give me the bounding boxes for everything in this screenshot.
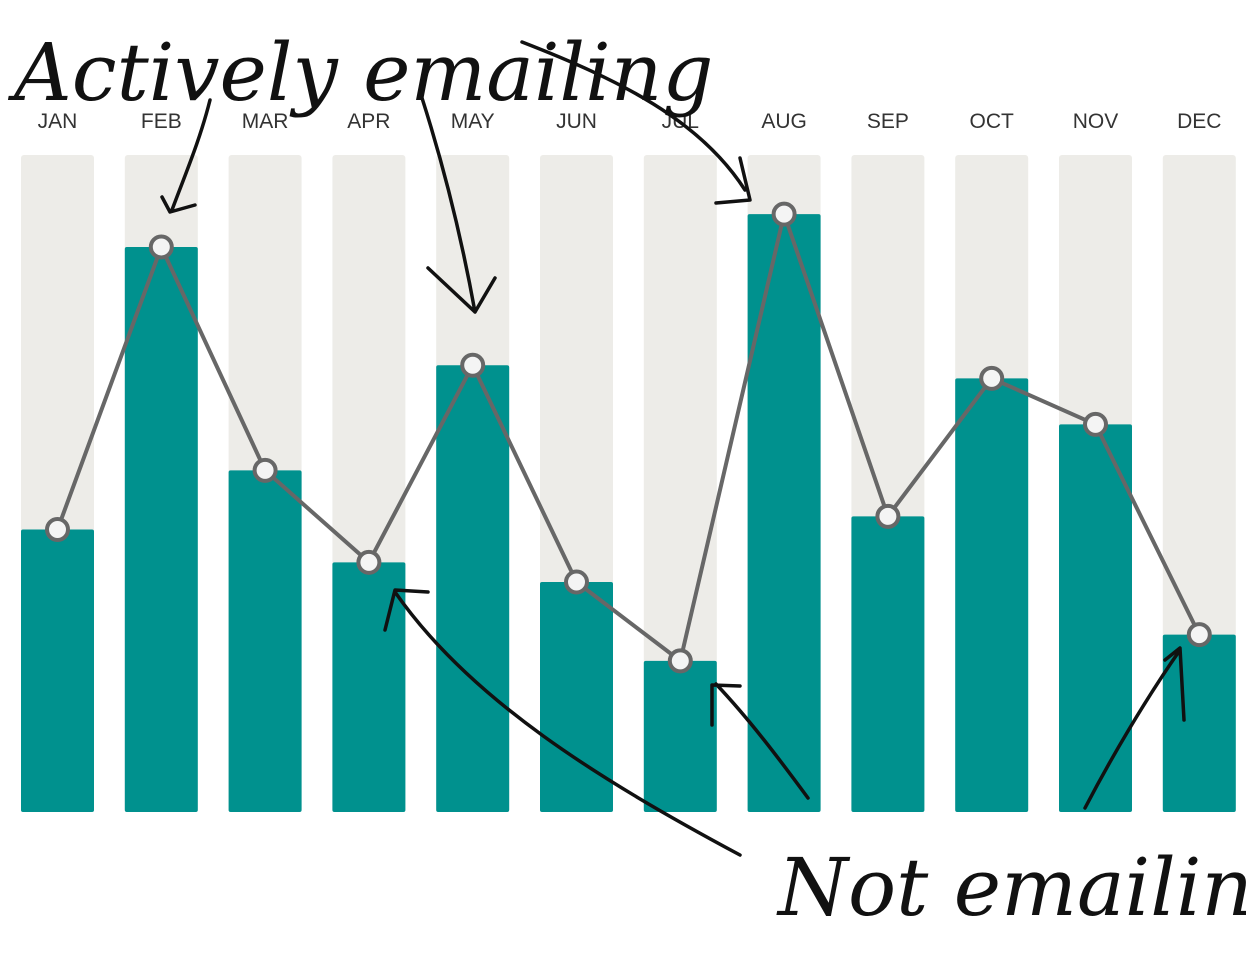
month-label-may: MAY [451,110,495,133]
bar-feb [124,246,198,813]
bar-tracks [21,155,1236,812]
trend-line [45,201,1212,674]
month-labels: JAN FEB MAR APR MAY JUN JUL AUG SEP OCT NOV DEC [38,110,1222,133]
bar-jul [643,660,717,812]
marker-dec [1186,622,1212,648]
bar-jan [21,529,94,812]
bar-mar [228,470,302,812]
bar-oct [955,378,1029,812]
bar-sep [851,516,925,812]
marker-oct [979,365,1005,391]
annotation-actively-emailing: Actively emailing [7,26,752,314]
bar-aug [747,214,821,812]
arrow-to-feb [160,98,212,214]
marker-mar [252,457,278,483]
arrow-to-dec [1083,646,1186,810]
month-label-mar: MAR [242,110,289,133]
bar-nov [1059,424,1132,812]
month-label-aug: AUG [761,110,807,133]
bar-jun [540,582,613,812]
annotation-not-emailing-text: Not emailing [776,841,1246,934]
marker-may [460,352,486,378]
marker-feb [148,234,174,260]
marker-jul [667,648,693,674]
month-label-jan: JAN [38,110,78,133]
marker-aug [771,201,797,227]
month-label-apr: APR [347,110,390,133]
month-label-feb: FEB [141,110,182,133]
marker-jan [45,516,70,542]
arrow-to-aug [520,40,752,205]
arrow-to-apr [383,588,742,857]
bar-apr [332,562,406,812]
bar-may [436,365,510,812]
month-label-jun: JUN [556,110,597,133]
annotation-not-emailing: Not emailing [383,588,1246,934]
month-label-dec: DEC [1177,110,1221,133]
month-label-sep: SEP [867,110,909,133]
month-label-nov: NOV [1073,110,1119,133]
marker-jun [564,569,589,595]
marker-apr [356,549,382,575]
marker-sep [875,503,901,529]
arrow-to-may [420,96,497,314]
arrow-to-jul [710,682,810,800]
trend-polyline [55,212,1202,663]
month-label-oct: OCT [970,110,1015,133]
bars [21,214,1236,813]
annotation-actively-emailing-text: Actively emailing [7,26,713,119]
marker-nov [1083,411,1108,437]
